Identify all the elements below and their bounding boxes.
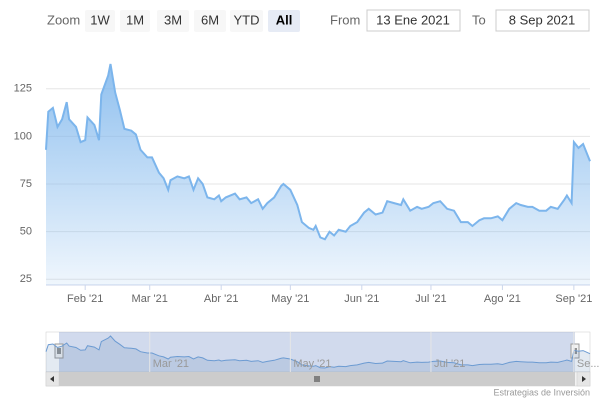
credits: Estrategias de Inversión — [493, 387, 590, 397]
line — [45, 63, 591, 241]
arrow-left — [50, 376, 54, 382]
zoom-button[interactable] — [230, 10, 263, 32]
y-tick-label: 100 — [14, 130, 32, 142]
x-tick-label: Mar '21 — [132, 293, 168, 305]
x-tick-label: May '21 — [271, 293, 309, 305]
navigator-tick-label: Mar '21 — [153, 358, 189, 370]
to-label: To — [472, 12, 486, 27]
y-tick-label: 50 — [20, 226, 32, 238]
y-tick-label: 75 — [20, 178, 32, 190]
navigator-tick-label: Jul '21 — [434, 358, 465, 370]
x-tick-label: Jun '21 — [344, 293, 379, 305]
scrollbar-grip — [314, 376, 320, 382]
zoom-label: Zoom — [47, 12, 80, 27]
zoom-button-label[interactable]: All — [276, 12, 293, 27]
zoom-button[interactable] — [120, 10, 150, 32]
x-tick-label: Ago '21 — [484, 293, 521, 305]
arrow-right — [582, 376, 586, 382]
zoom-button[interactable] — [268, 10, 300, 32]
navigator-tick-label: Se... — [577, 358, 600, 370]
to-value[interactable]: 8 Sep 2021 — [509, 12, 576, 27]
zoom-button-label[interactable]: 6M — [201, 12, 219, 27]
x-tick-label: Feb '21 — [67, 293, 103, 305]
y-tick-label: 125 — [14, 83, 32, 95]
to-input[interactable] — [495, 9, 590, 32]
from-label: From — [330, 12, 360, 27]
navigator-tick-label: May '21 — [293, 358, 331, 370]
navigator-mask[interactable] — [59, 332, 575, 372]
from-value[interactable]: 13 Ene 2021 — [376, 12, 450, 27]
navigator-handle[interactable] — [54, 343, 64, 359]
zoom-button-label[interactable]: YTD — [234, 12, 260, 27]
zoom-button[interactable] — [194, 10, 226, 32]
y-tick-label: 25 — [20, 273, 32, 285]
area — [46, 64, 590, 285]
x-tick-label: Abr '21 — [204, 293, 239, 305]
from-input[interactable] — [366, 9, 461, 32]
zoom-button[interactable] — [85, 10, 115, 32]
x-tick-label: Jul '21 — [415, 293, 446, 305]
zoom-button[interactable] — [157, 10, 189, 32]
navigator-line — [45, 335, 591, 369]
zoom-button-label[interactable]: 1M — [126, 12, 144, 27]
x-tick-label: Sep '21 — [555, 293, 592, 305]
zoom-button-label[interactable]: 1W — [90, 12, 110, 27]
zoom-button-label[interactable]: 3M — [164, 12, 182, 27]
